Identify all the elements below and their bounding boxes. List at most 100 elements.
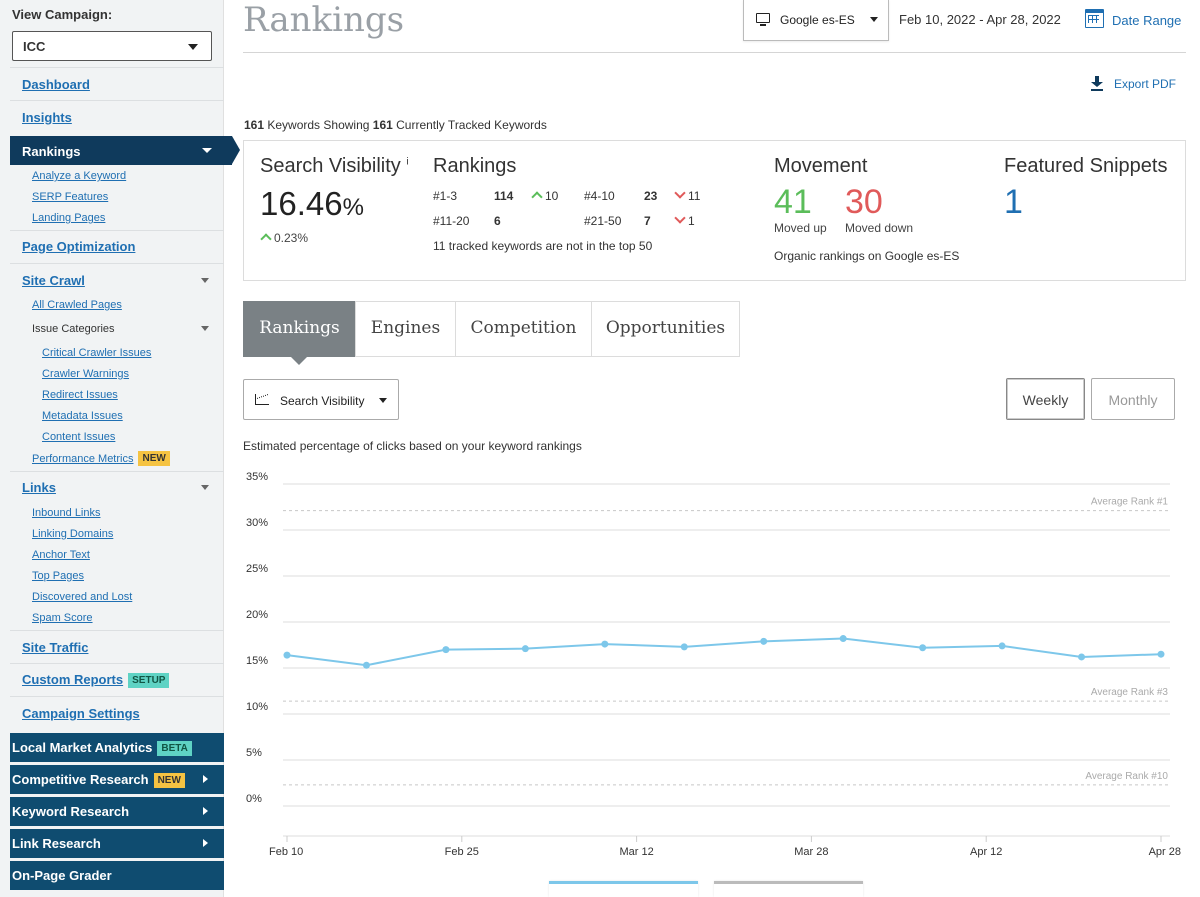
- sidebar-item-site-crawl[interactable]: Site Crawl: [22, 273, 85, 288]
- stats-panel: Search Visibility i 16.46% 0.23% Ranking…: [243, 140, 1186, 281]
- legend-tab[interactable]: [714, 881, 863, 897]
- chart-grid: 35% 30% 25% 20% 15% 10% 5% 0%: [246, 471, 1170, 837]
- rank-range-label: #21-50: [584, 214, 622, 228]
- view-campaign-label: View Campaign:: [12, 7, 113, 22]
- new-badge: NEW: [138, 451, 170, 466]
- data-point: [1157, 650, 1165, 658]
- chevron-right-icon: [203, 839, 208, 847]
- tab-opportunities[interactable]: Opportunities: [591, 301, 740, 357]
- chevron-down-icon[interactable]: [201, 326, 209, 331]
- featured-snippets-value: 1: [1004, 183, 1023, 221]
- moved-up-value: 41: [774, 183, 812, 221]
- sidebar-item-content-issues[interactable]: Content Issues: [42, 431, 116, 443]
- date-range-button[interactable]: Date Range: [1112, 13, 1182, 28]
- data-point: [362, 661, 370, 669]
- date-range-value: Feb 10, 2022 - Apr 28, 2022: [899, 12, 1061, 27]
- x-tick-label: Feb 10: [269, 846, 303, 858]
- data-point: [1078, 653, 1086, 661]
- sidebar-item-issue-categories[interactable]: Issue Categories: [32, 323, 115, 335]
- chevron-down-icon: [188, 44, 198, 50]
- header-divider: [243, 52, 1186, 53]
- y-tick-label: 0%: [246, 793, 262, 805]
- monthly-button[interactable]: Monthly: [1091, 378, 1175, 420]
- data-point: [601, 640, 609, 648]
- sidebar-item-redirect-issues[interactable]: Redirect Issues: [42, 389, 118, 401]
- sidebar-item-page-optimization[interactable]: Page Optimization: [22, 239, 136, 254]
- divider: [10, 100, 224, 101]
- sidebar-item-custom-reports[interactable]: Custom Reports SETUP: [22, 672, 170, 688]
- arrow-up-icon: [260, 233, 272, 245]
- visibility-change-value: 0.23%: [274, 231, 309, 245]
- series-line: [286, 637, 1162, 667]
- sidebar-item-spam-score[interactable]: Spam Score: [32, 612, 93, 624]
- chart-series: [283, 635, 1165, 669]
- metric-select[interactable]: Search Visibility: [243, 379, 399, 420]
- sidebar-item-links[interactable]: Links: [22, 480, 56, 495]
- chevron-right-icon: [203, 807, 208, 815]
- sidebar-item-performance-metrics[interactable]: Performance Metrics NEW: [32, 451, 170, 466]
- rank-range-change: 11: [674, 187, 700, 203]
- sidebar-item-inbound-links[interactable]: Inbound Links: [32, 507, 101, 519]
- sidebar-item-label: Keyword Research: [12, 804, 130, 819]
- moved-down-value: 30: [845, 183, 883, 221]
- chevron-down-icon[interactable]: [201, 278, 209, 283]
- data-point: [919, 644, 927, 652]
- info-icon[interactable]: i: [406, 156, 409, 168]
- y-tick-label: 20%: [246, 609, 268, 621]
- sidebar-item-dashboard[interactable]: Dashboard: [22, 77, 90, 92]
- data-point: [283, 651, 291, 659]
- tab-rankings[interactable]: Rankings: [243, 301, 356, 365]
- moved-up-label: Moved up: [774, 221, 827, 235]
- beta-badge: BETA: [157, 741, 192, 756]
- sidebar-item-anchor-text[interactable]: Anchor Text: [32, 549, 90, 561]
- divider: [10, 67, 224, 68]
- divider: [10, 663, 224, 664]
- search-engine-select[interactable]: Google es-ES: [743, 0, 889, 41]
- x-tick-label: Mar 28: [794, 846, 828, 858]
- sidebar-item-crawler-warnings[interactable]: Crawler Warnings: [42, 368, 130, 380]
- new-badge: NEW: [153, 773, 185, 788]
- sidebar-item-competitive-research[interactable]: Competitive Research NEW: [10, 765, 224, 794]
- search-visibility-title: Search Visibility i: [260, 155, 409, 178]
- legend-tab[interactable]: [549, 881, 698, 897]
- data-point: [680, 643, 688, 651]
- weekly-button[interactable]: Weekly: [1006, 378, 1085, 420]
- keywords-tracked-text: Currently Tracked Keywords: [392, 118, 547, 132]
- campaign-select[interactable]: ICC: [12, 31, 212, 61]
- sidebar-item-site-traffic[interactable]: Site Traffic: [22, 640, 89, 655]
- arrow-down-icon: [674, 187, 686, 199]
- sidebar-item-local-market-analytics[interactable]: Local Market Analytics BETA: [10, 733, 224, 762]
- export-pdf-button[interactable]: Export PDF: [1114, 77, 1177, 91]
- sidebar-item-critical-crawler-issues[interactable]: Critical Crawler Issues: [42, 347, 152, 359]
- movement-note: Organic rankings on Google es-ES: [774, 249, 960, 263]
- sidebar-item-on-page-grader[interactable]: On-Page Grader: [10, 861, 224, 890]
- sidebar-item-analyze-keyword[interactable]: Analyze a Keyword: [32, 170, 127, 182]
- visibility-change: 0.23%: [260, 231, 308, 245]
- divider: [10, 630, 224, 631]
- x-tick-label: Apr 12: [970, 846, 1002, 858]
- divider: [10, 696, 224, 697]
- tab-engines[interactable]: Engines: [355, 301, 456, 357]
- sidebar-item-discovered-lost[interactable]: Discovered and Lost: [32, 591, 133, 603]
- tab-competition[interactable]: Competition: [455, 301, 592, 357]
- download-icon[interactable]: [1091, 76, 1103, 90]
- reference-line-label: Average Rank #3: [1091, 687, 1169, 698]
- sidebar-item-keyword-research[interactable]: Keyword Research: [10, 797, 224, 826]
- y-tick-label: 25%: [246, 563, 268, 575]
- sidebar-item-campaign-settings[interactable]: Campaign Settings: [22, 706, 140, 721]
- sidebar-item-serp-features[interactable]: SERP Features: [32, 191, 109, 203]
- chart-reference-lines: Average Rank #1 Average Rank #3 Average Ra…: [283, 497, 1170, 786]
- sidebar-item-all-crawled-pages[interactable]: All Crawled Pages: [32, 299, 122, 311]
- sidebar-item-metadata-issues[interactable]: Metadata Issues: [42, 410, 123, 422]
- calendar-icon[interactable]: [1085, 9, 1104, 28]
- sidebar-item-rankings[interactable]: Rankings: [10, 136, 240, 165]
- sidebar-item-landing-pages[interactable]: Landing Pages: [32, 212, 106, 224]
- campaign-select-value: ICC: [23, 39, 46, 54]
- sidebar-item-top-pages[interactable]: Top Pages: [32, 570, 84, 582]
- data-point: [760, 637, 768, 645]
- sidebar-item-link-research[interactable]: Link Research: [10, 829, 224, 858]
- search-visibility-value: 16.46%: [260, 185, 364, 223]
- chevron-down-icon[interactable]: [201, 485, 209, 490]
- sidebar-item-linking-domains[interactable]: Linking Domains: [32, 528, 114, 540]
- sidebar-item-insights[interactable]: Insights: [22, 110, 72, 125]
